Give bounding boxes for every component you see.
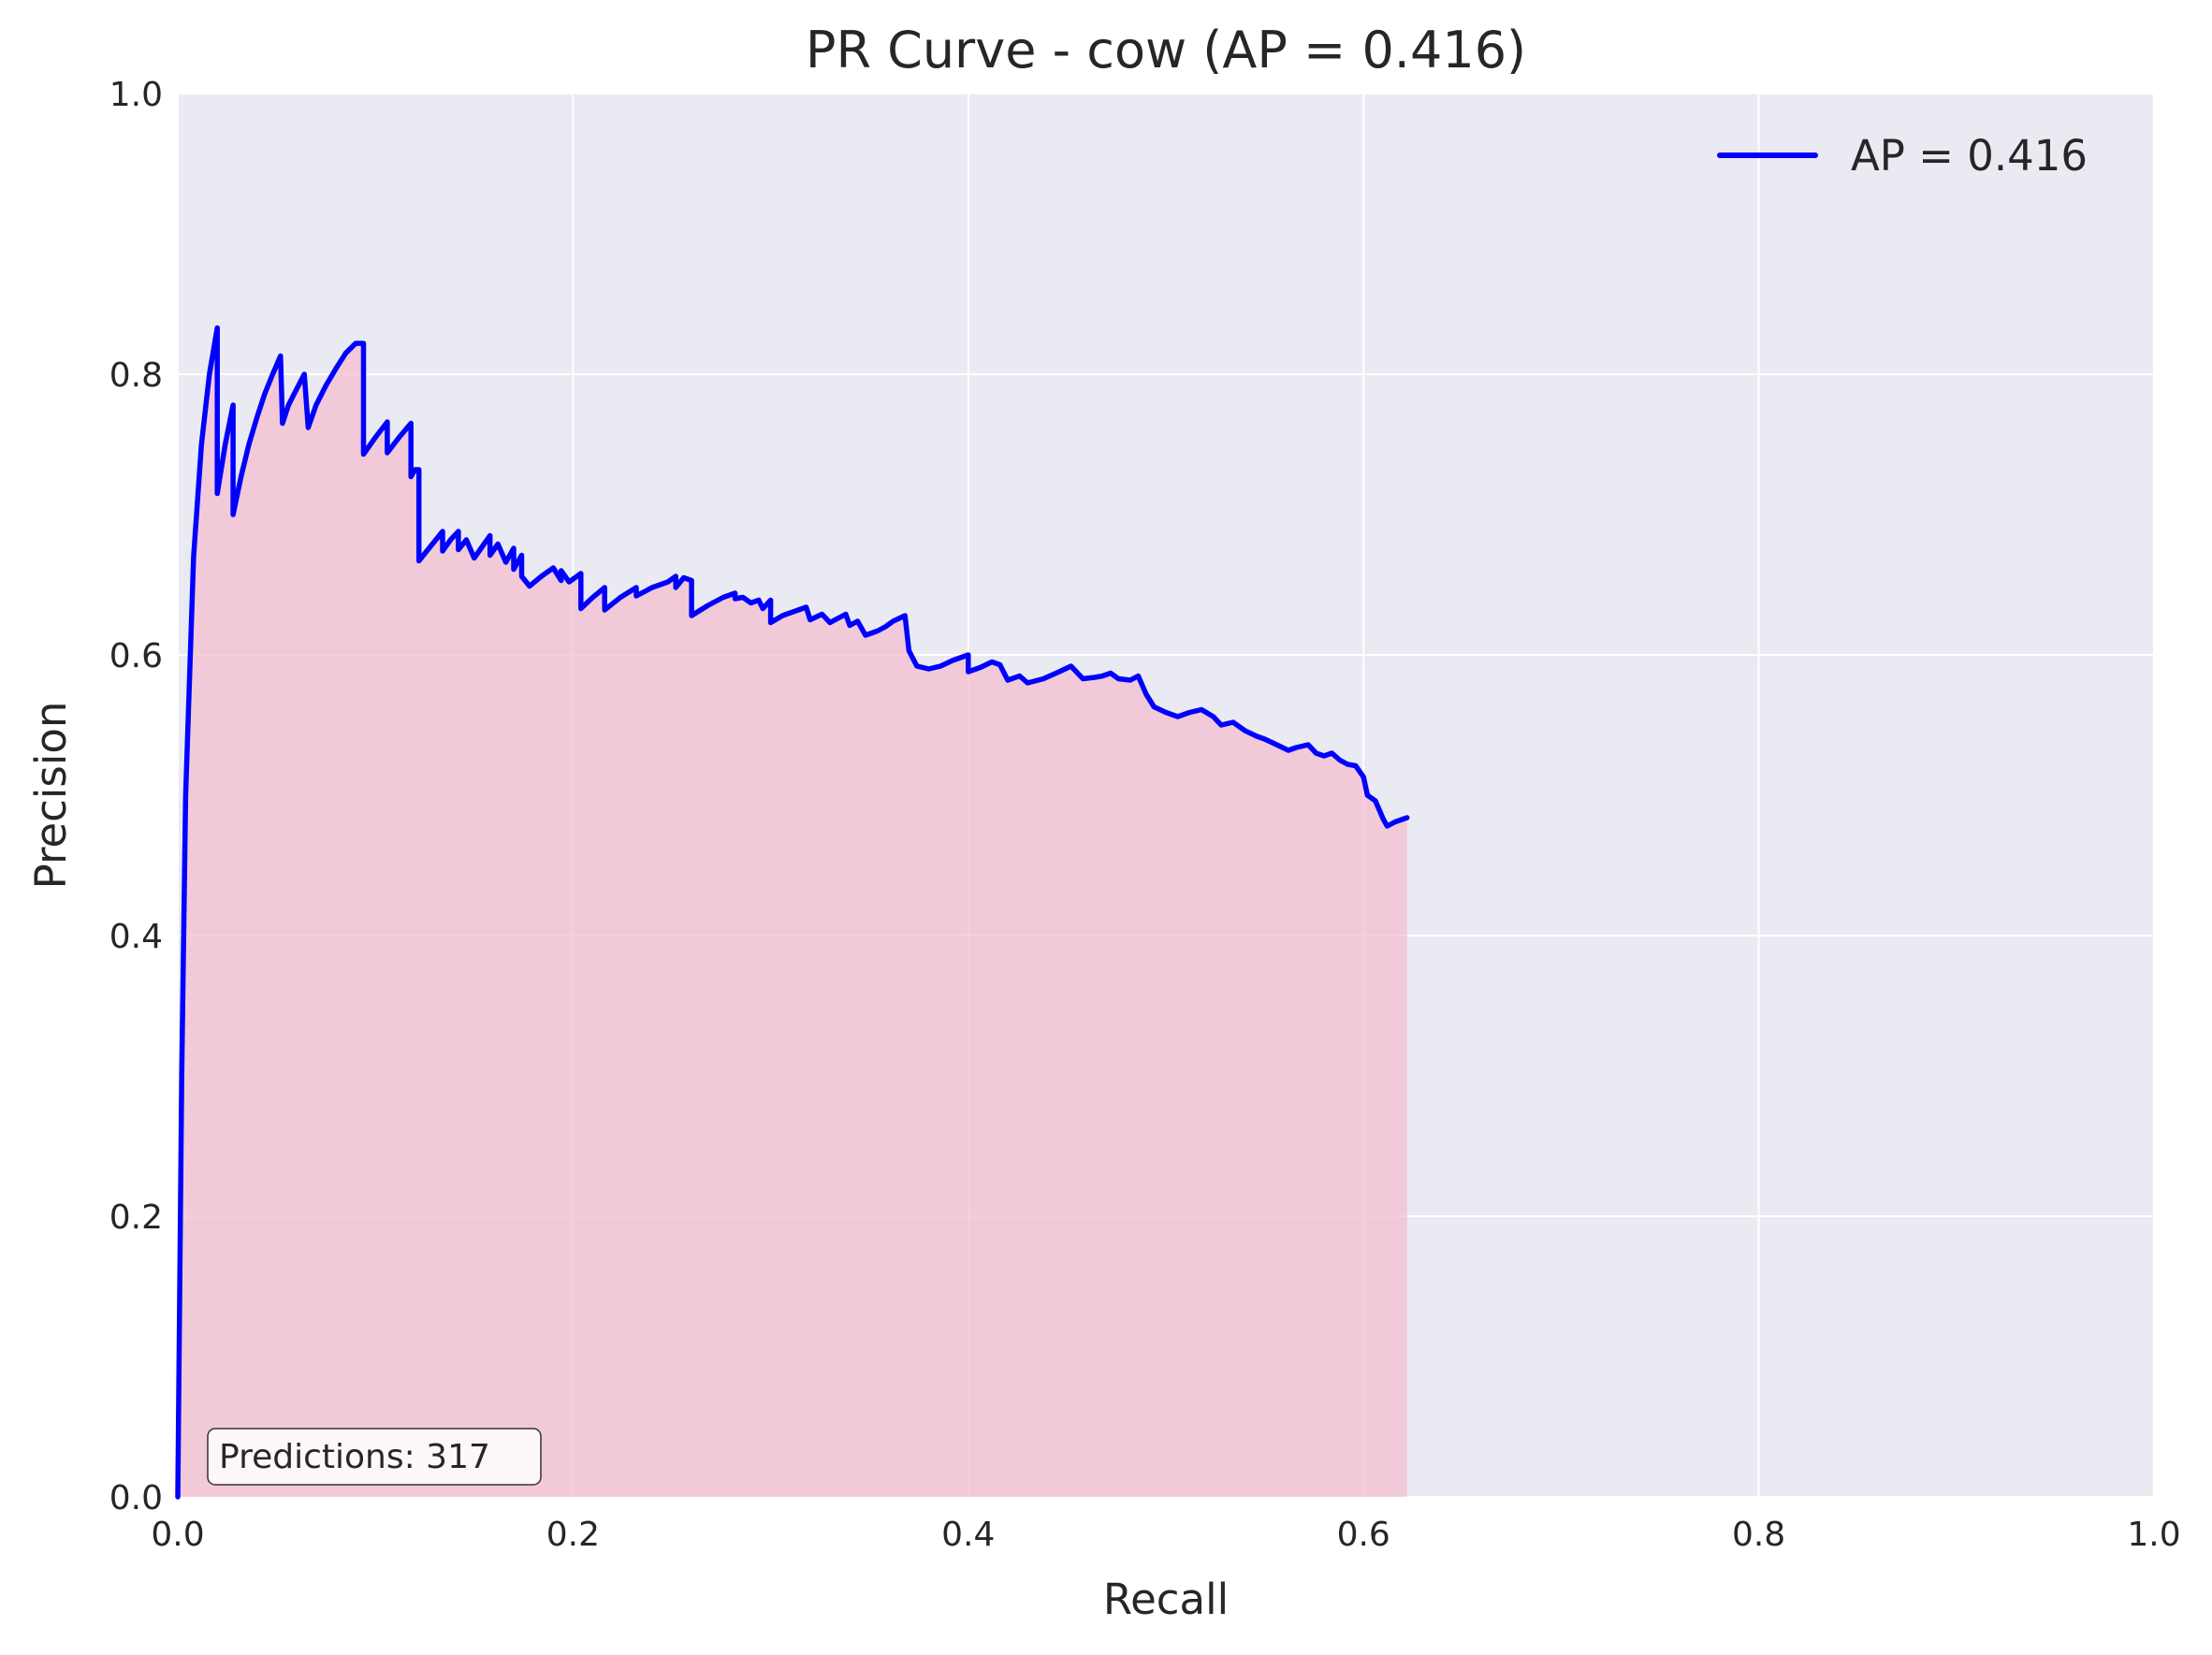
predictions-label: Predictions: 317 xyxy=(219,1438,490,1476)
y-tick-label: 1.0 xyxy=(109,76,163,114)
x-tick-label: 1.0 xyxy=(2127,1516,2180,1554)
legend: AP = 0.416 xyxy=(1717,131,2088,181)
legend-label: AP = 0.416 xyxy=(1851,131,2088,181)
predictions-annotation: Predictions: 317 xyxy=(207,1428,542,1486)
predictions-box xyxy=(207,1428,542,1486)
x-tick-label: 0.4 xyxy=(941,1516,995,1554)
x-tick-label: 0.6 xyxy=(1337,1516,1390,1554)
y-tick-label: 0.2 xyxy=(109,1198,163,1237)
x-tick-label: 0.8 xyxy=(1732,1516,1785,1554)
tick-labels: 0.0 0.2 0.4 0.6 0.8 1.0 0.0 0.2 0.4 0.6 0.8 1.0 xyxy=(109,76,2181,1554)
x-tick-label: 0.2 xyxy=(546,1516,600,1554)
y-tick-label: 0.6 xyxy=(109,637,163,675)
series-line xyxy=(175,325,1410,1500)
y-tick-label: 0.8 xyxy=(109,356,163,395)
x-axis-label: Recall xyxy=(1103,1575,1229,1624)
y-tick-label: 0.0 xyxy=(109,1479,163,1517)
area-under-curve xyxy=(178,327,1407,1497)
x-tick-label: 0.0 xyxy=(151,1516,204,1554)
chart-title: PR Curve - cow (AP = 0.416) xyxy=(806,21,1526,80)
y-tick-label: 0.4 xyxy=(109,918,163,956)
y-axis-label: Precision xyxy=(26,702,76,890)
